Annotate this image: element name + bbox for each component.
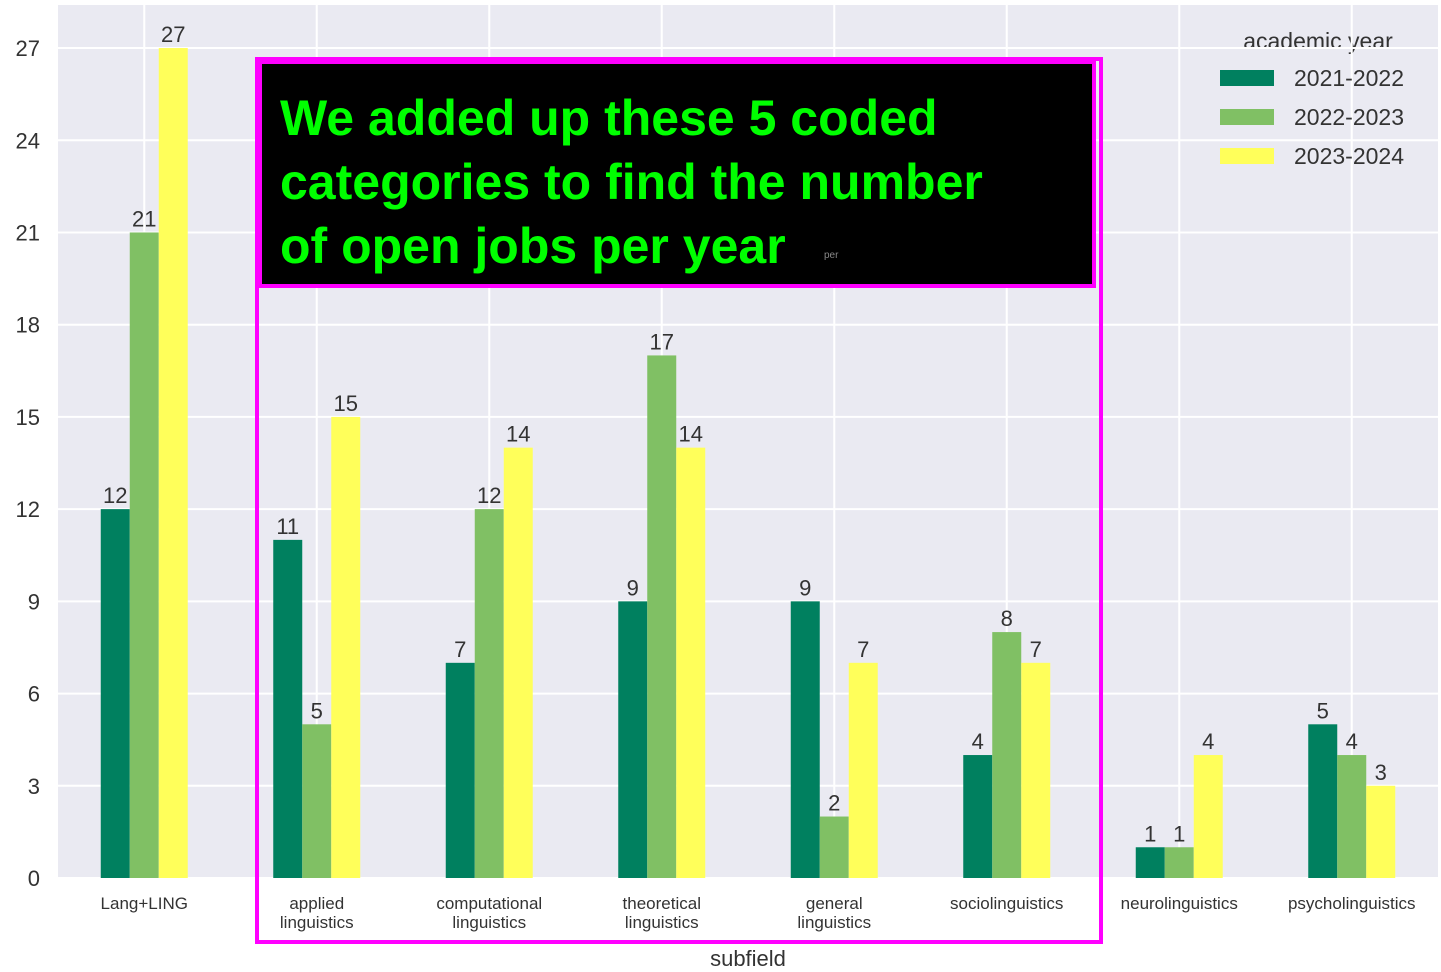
value-label: 9 xyxy=(627,575,639,600)
value-label: 7 xyxy=(454,637,466,662)
value-label: 11 xyxy=(276,514,299,539)
x-tick-label: theoretical linguistics xyxy=(622,894,701,932)
bar xyxy=(1366,785,1396,878)
bar xyxy=(158,48,188,878)
x-tick-label: neurolinguistics xyxy=(1120,894,1238,913)
bar xyxy=(1135,847,1165,878)
y-tick-label: 9 xyxy=(28,589,40,614)
bar xyxy=(474,509,504,878)
value-label: 4 xyxy=(1346,729,1358,754)
bar xyxy=(676,447,706,878)
value-label: 21 xyxy=(132,206,156,231)
value-label: 12 xyxy=(477,483,501,508)
bar xyxy=(848,662,878,878)
bar xyxy=(790,601,820,878)
annotation-text: We added up these 5 coded categories to … xyxy=(280,90,983,274)
value-label: 17 xyxy=(650,329,674,354)
bar xyxy=(503,447,533,878)
y-tick-label: 6 xyxy=(28,682,40,707)
y-tick-label: 0 xyxy=(28,866,40,891)
value-label: 2 xyxy=(828,791,840,816)
value-label: 9 xyxy=(799,575,811,600)
bar xyxy=(1021,662,1051,878)
bar xyxy=(1193,755,1223,878)
y-tick-label: 21 xyxy=(16,220,40,245)
bar xyxy=(819,816,849,878)
bar xyxy=(445,662,475,878)
x-tick-label: sociolinguistics xyxy=(950,894,1064,913)
bar xyxy=(618,601,648,878)
value-label: 4 xyxy=(972,729,984,754)
bar xyxy=(992,632,1022,878)
annotation-note: per xyxy=(824,250,839,261)
bar xyxy=(273,539,303,878)
y-tick-label: 3 xyxy=(28,774,40,799)
legend-label: 2023-2024 xyxy=(1294,143,1404,169)
legend-title: academic year xyxy=(1243,28,1393,54)
bar xyxy=(1164,847,1194,878)
value-label: 1 xyxy=(1173,821,1185,846)
y-tick-label: 18 xyxy=(16,313,40,338)
x-tick-label: computational linguistics xyxy=(436,894,543,932)
value-label: 27 xyxy=(161,22,185,47)
x-tick-label: general linguistics xyxy=(797,894,872,932)
legend-swatch xyxy=(1220,148,1274,164)
bar xyxy=(100,509,130,878)
value-label: 5 xyxy=(311,698,323,723)
highlight-outline xyxy=(255,57,1103,944)
y-tick-label: 27 xyxy=(16,36,40,61)
bar xyxy=(1308,724,1338,878)
value-label: 5 xyxy=(1317,698,1329,723)
bar xyxy=(647,355,677,878)
legend-swatch xyxy=(1220,109,1274,125)
bar xyxy=(302,724,332,878)
value-label: 8 xyxy=(1001,606,1013,631)
legend-swatch xyxy=(1220,70,1274,86)
bar xyxy=(963,755,993,878)
bar xyxy=(1337,755,1367,878)
value-label: 7 xyxy=(1030,637,1042,662)
value-label: 7 xyxy=(857,637,869,662)
value-label: 15 xyxy=(334,391,358,416)
value-label: 12 xyxy=(103,483,127,508)
legend-label: 2022-2023 xyxy=(1294,104,1404,130)
x-axis-label: subfield xyxy=(710,946,786,971)
x-tick-label: psycholinguistics xyxy=(1287,894,1416,913)
x-tick-label: Lang+LING xyxy=(100,894,188,913)
value-label: 1 xyxy=(1144,821,1156,846)
y-tick-label: 12 xyxy=(16,497,40,522)
y-tick-label: 24 xyxy=(16,128,40,153)
value-label: 3 xyxy=(1375,760,1387,785)
value-label: 4 xyxy=(1202,729,1214,754)
annotation-box: We added up these 5 coded categories to … xyxy=(258,60,1096,288)
legend-label: 2021-2022 xyxy=(1294,65,1404,91)
value-label: 14 xyxy=(506,422,530,447)
value-label: 14 xyxy=(679,422,703,447)
bar xyxy=(331,416,361,878)
x-tick-label: applied linguistics xyxy=(279,894,354,932)
y-tick-label: 15 xyxy=(16,405,40,430)
bar xyxy=(129,232,159,879)
